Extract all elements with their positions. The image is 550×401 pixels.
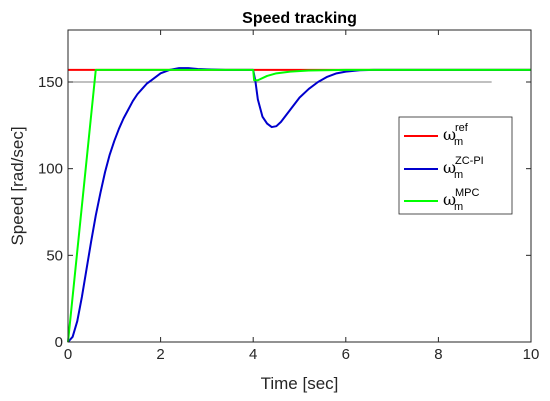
legend-subscript: m [454, 136, 463, 148]
series-zc-pi-line [67, 67, 531, 343]
x-tick-label: 8 [434, 346, 442, 363]
y-tick-label: 50 [46, 247, 63, 264]
legend-superscript: ZC-PI [455, 155, 484, 167]
legend-symbol: ω [443, 158, 456, 177]
y-tick-label: 150 [38, 74, 63, 91]
x-tick-label: 2 [156, 346, 164, 363]
chart-title: Speed tracking [242, 10, 357, 27]
legend-item-mpc: ωm MPC [404, 187, 480, 213]
tick-marks [67, 30, 532, 343]
legend-subscript: m [454, 201, 463, 213]
plot-frame [67, 29, 532, 343]
legend-item-zc-pi: ωm ZC-PI [404, 155, 484, 181]
x-tick-label: 10 [523, 346, 540, 363]
x-tick-label: 6 [342, 346, 350, 363]
y-tick-label: 100 [38, 161, 63, 178]
legend-item-ref: ωm ref [404, 122, 469, 148]
legend-symbol: ω [443, 125, 456, 144]
x-tick-label: 4 [249, 346, 257, 363]
legend-subscript: m [454, 169, 463, 181]
x-axis-label: Time [sec] [261, 374, 339, 393]
legend-superscript: ref [455, 122, 469, 134]
legend-superscript: MPC [455, 187, 480, 199]
x-tick-label: 0 [64, 346, 72, 363]
y-axis-label: Speed [rad/sec] [8, 126, 27, 245]
axes [67, 29, 532, 343]
series-mpc-line [67, 68, 531, 343]
legend-box [398, 116, 513, 215]
series-lines [67, 67, 531, 343]
y-tick-label: 0 [55, 334, 63, 351]
legend-symbol: ω [443, 190, 456, 209]
